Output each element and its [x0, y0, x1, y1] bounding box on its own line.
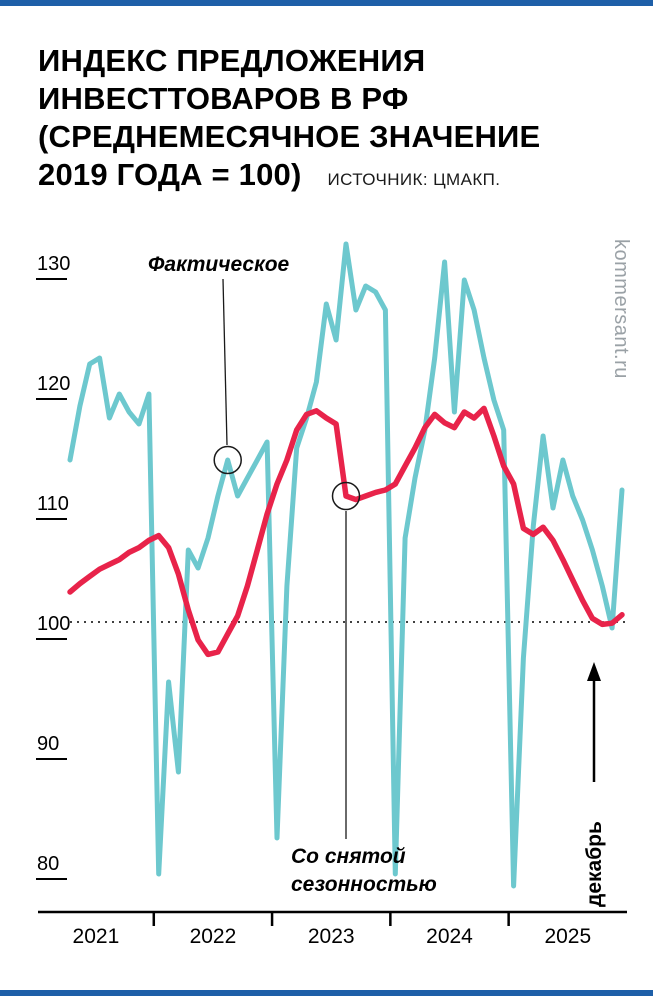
x-year-label: 2023	[308, 925, 355, 948]
y-tick-label: 110	[37, 493, 69, 515]
top-border	[0, 0, 653, 6]
callout-leader	[222, 278, 228, 446]
callout-label: Фактическое	[148, 253, 290, 276]
y-tick-label: 120	[37, 373, 70, 395]
chart-header: ИНДЕКС ПРЕДЛОЖЕНИЯ ИНВЕСТТОВАРОВ В РФ (С…	[38, 42, 633, 199]
line-actual	[67, 241, 625, 889]
december-label: декабрь	[583, 821, 606, 907]
chart-title-line-3: (СРЕДНЕМЕСЯЧНОЕ ЗНАЧЕНИЕ	[38, 119, 541, 154]
line-seasonally-adjusted	[67, 405, 625, 658]
watermark: kommersant.ru	[610, 239, 632, 379]
y-tick-label: 130	[37, 253, 70, 275]
x-year-label: 2022	[190, 925, 237, 948]
chart-title-line-1: ИНДЕКС ПРЕДЛОЖЕНИЯ	[38, 43, 426, 78]
callout-label: Со снятой	[291, 845, 406, 868]
callout-circle	[331, 481, 361, 511]
y-tick-label: 90	[37, 733, 59, 755]
x-year-label: 2025	[544, 925, 591, 948]
source-label: ИСТОЧНИК: ЦМАКП.	[327, 170, 501, 189]
chart-title-line-4-text: 2019 ГОДА = 100)	[38, 157, 302, 192]
december-arrow-head	[587, 662, 601, 681]
chart-svg: 80 90 100 110 120 130 2021 2022 2023 2024 2025 Факт…	[36, 239, 632, 948]
x-year-label: 2024	[426, 925, 473, 948]
callout-label: сезонностью	[291, 873, 437, 896]
y-tick-label: 100	[37, 613, 70, 635]
y-tick-label: 80	[37, 853, 59, 875]
x-year-label: 2021	[73, 925, 120, 948]
bottom-border	[0, 990, 653, 996]
callout-circle	[213, 445, 242, 475]
chart-title-line-2: ИНВЕСТТОВАРОВ В РФ	[38, 81, 409, 116]
chart-title-line-4: 2019 ГОДА = 100) ИСТОЧНИК: ЦМАКП.	[38, 156, 633, 199]
